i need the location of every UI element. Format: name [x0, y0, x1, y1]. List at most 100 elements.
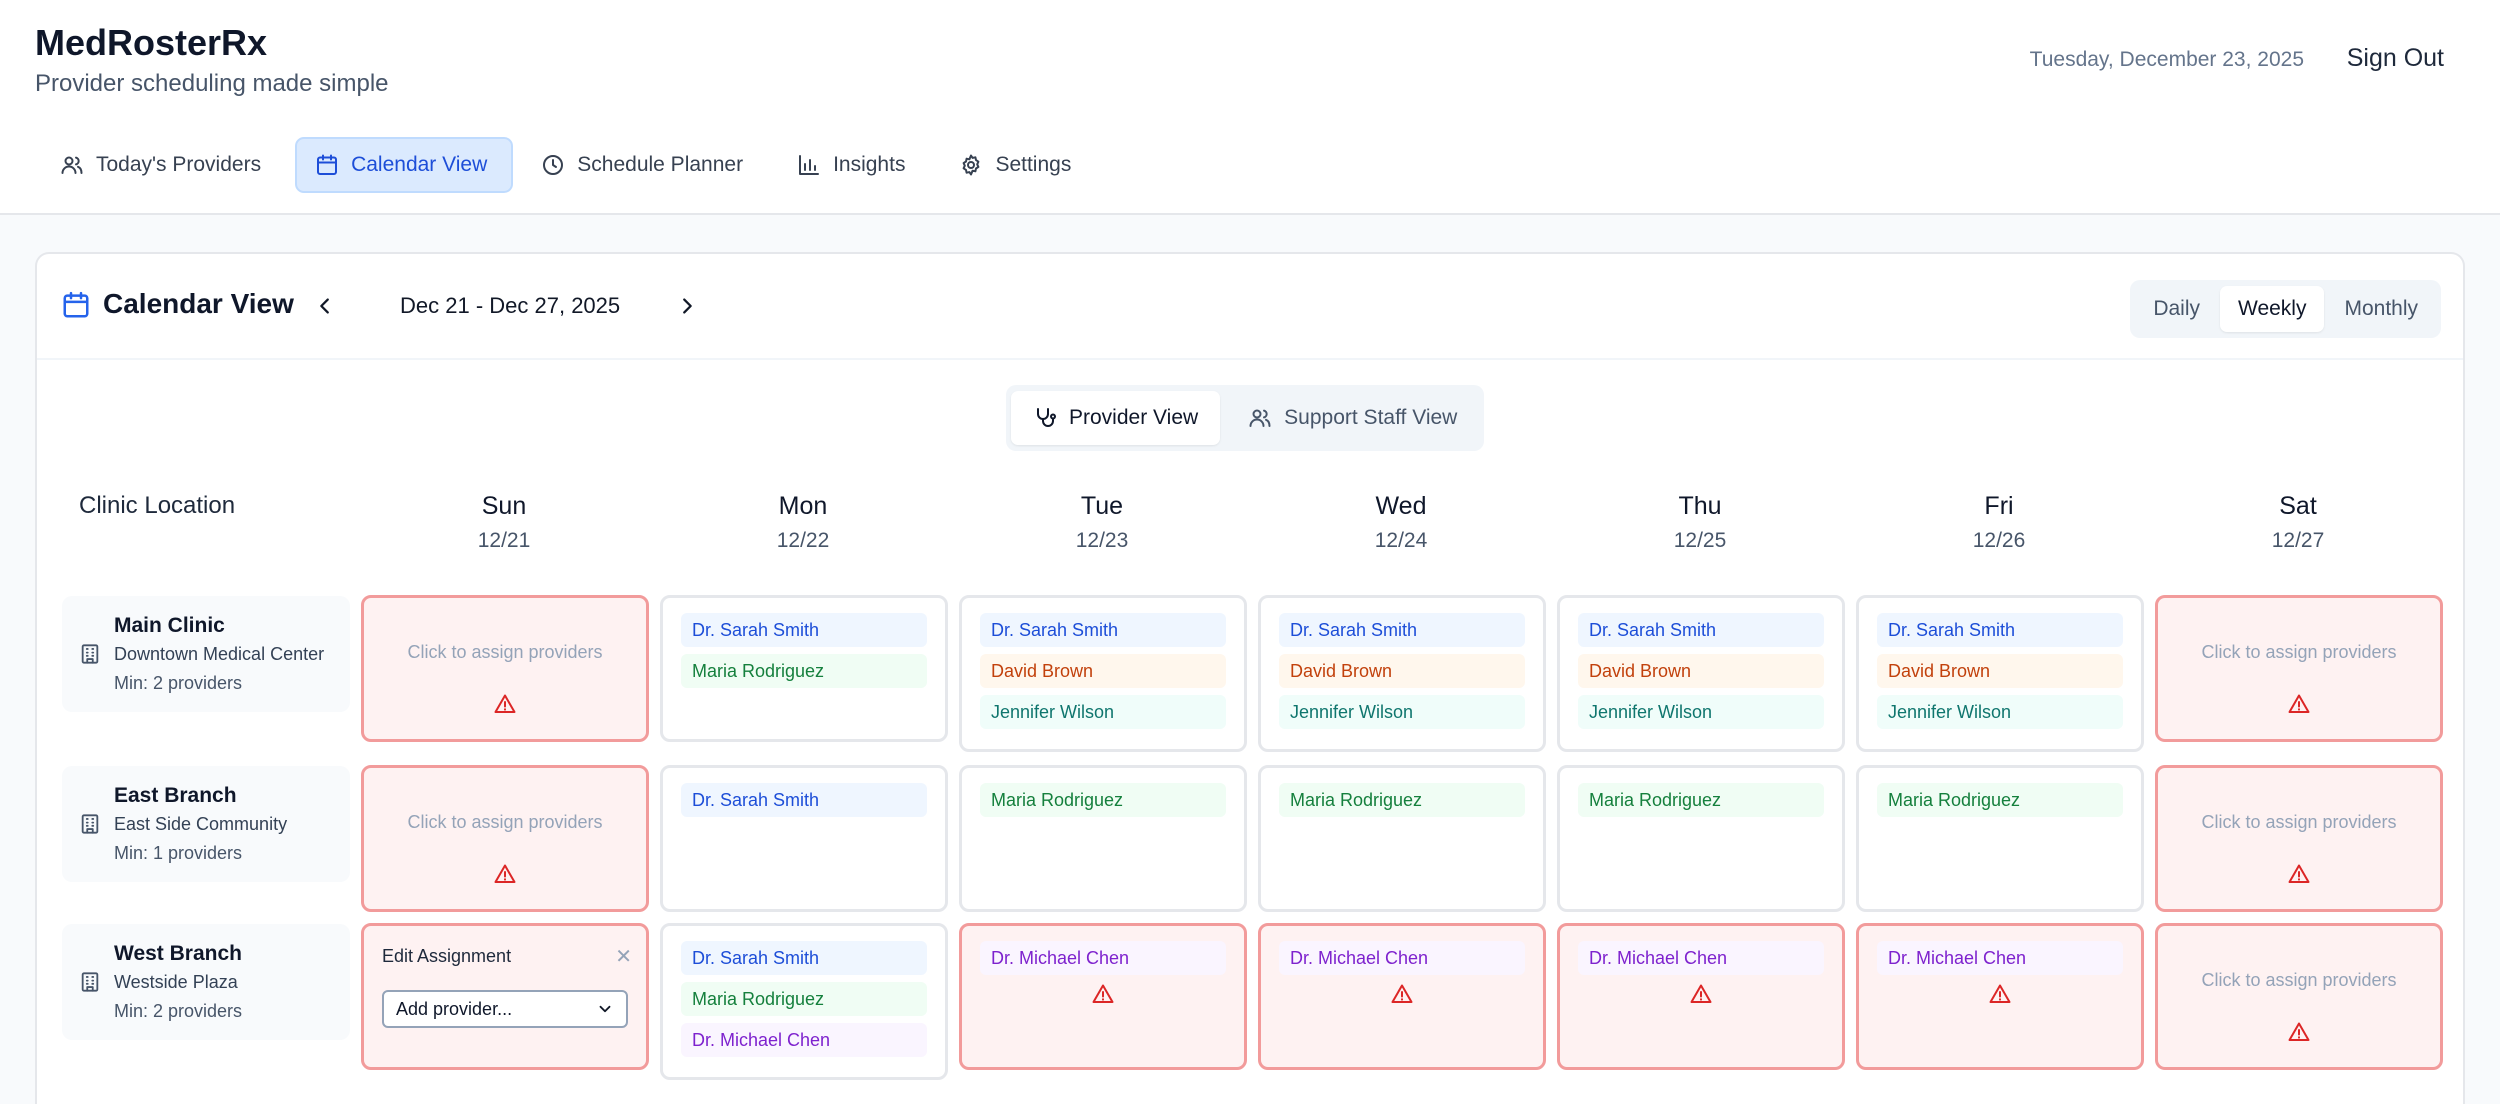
- stethoscope-icon: [1037, 408, 1056, 427]
- cell-east-thu[interactable]: Maria Rodriguez: [1557, 765, 1845, 912]
- edit-assignment-title: Edit Assignment: [382, 946, 512, 966]
- provider-chip[interactable]: Dr. Sarah Smith: [1578, 613, 1824, 647]
- provider-chip[interactable]: David Brown: [1279, 654, 1525, 688]
- warning-icon: [494, 694, 516, 713]
- tab-label: Schedule Planner: [577, 153, 744, 176]
- warning-icon: [494, 864, 516, 883]
- range-monthly[interactable]: Monthly: [2344, 297, 2418, 320]
- warning-icon: [1989, 984, 2011, 1003]
- cell-east-fri[interactable]: Maria Rodriguez: [1856, 765, 2144, 912]
- provider-chip[interactable]: Maria Rodriguez: [1877, 783, 2123, 817]
- tab-todays-providers[interactable]: Today's Providers: [40, 137, 287, 193]
- edit-assignment-panel: Edit Assignment ✕ Add provider...: [361, 923, 649, 1070]
- provider-chip[interactable]: Dr. Sarah Smith: [681, 941, 927, 975]
- provider-chip[interactable]: David Brown: [1578, 654, 1824, 688]
- tab-calendar-view[interactable]: Calendar View: [295, 137, 514, 193]
- add-provider-select[interactable]: Add provider...: [382, 990, 628, 1028]
- cell-west-sat[interactable]: Click to assign providers: [2155, 923, 2443, 1070]
- provider-chip[interactable]: Dr. Michael Chen: [980, 941, 1226, 975]
- day-header-sat: Sat 12/27: [2271, 492, 2325, 552]
- provider-chip[interactable]: Jennifer Wilson: [1578, 695, 1824, 729]
- cell-main-sun[interactable]: Click to assign providers: [361, 595, 649, 742]
- assign-hint: Click to assign providers: [2201, 642, 2397, 662]
- cell-main-tue[interactable]: Dr. Sarah Smith David Brown Jennifer Wil…: [959, 595, 1247, 752]
- assign-hint: Click to assign providers: [2201, 812, 2397, 832]
- calendar-icon: [63, 291, 89, 318]
- users-icon: [1249, 409, 1271, 427]
- day-header-mon: Mon 12/22: [776, 492, 830, 552]
- provider-chip[interactable]: Maria Rodriguez: [1279, 783, 1525, 817]
- assign-hint: Click to assign providers: [407, 812, 603, 832]
- provider-chip[interactable]: Dr. Michael Chen: [1279, 941, 1525, 975]
- provider-chip[interactable]: Maria Rodriguez: [1578, 783, 1824, 817]
- tab-settings[interactable]: Settings: [939, 137, 1097, 193]
- calendar-toolbar: Calendar View Dec 21 - Dec 27, 2025 Dail…: [37, 254, 2463, 360]
- calendar-icon: [317, 154, 338, 175]
- cell-west-thu[interactable]: Dr. Michael Chen: [1557, 923, 1845, 1070]
- provider-chip[interactable]: Dr. Michael Chen: [1877, 941, 2123, 975]
- previous-week-button[interactable]: [309, 290, 341, 322]
- app-header: MedRosterRx Provider scheduling made sim…: [0, 0, 2500, 215]
- provider-chip[interactable]: Jennifer Wilson: [1877, 695, 2123, 729]
- bar-chart-icon: [799, 155, 820, 175]
- provider-chip[interactable]: Jennifer Wilson: [1279, 695, 1525, 729]
- cell-west-fri[interactable]: Dr. Michael Chen: [1856, 923, 2144, 1070]
- building-icon: [81, 814, 99, 834]
- provider-chip[interactable]: Dr. Sarah Smith: [980, 613, 1226, 647]
- provider-chip[interactable]: Jennifer Wilson: [980, 695, 1226, 729]
- current-date: Tuesday, December 23, 2025: [2029, 48, 2304, 71]
- location-main-clinic: Main Clinic Downtown Medical Center Min:…: [62, 596, 350, 712]
- users-icon: [61, 156, 83, 174]
- provider-chip[interactable]: Dr. Sarah Smith: [1279, 613, 1525, 647]
- day-header-thu: Thu 12/25: [1673, 492, 1727, 552]
- cell-east-sat[interactable]: Click to assign providers: [2155, 765, 2443, 912]
- provider-chip[interactable]: Maria Rodriguez: [681, 982, 927, 1016]
- warning-icon: [1092, 984, 1114, 1003]
- tab-schedule-planner[interactable]: Schedule Planner: [521, 137, 769, 193]
- assign-hint: Click to assign providers: [407, 642, 603, 662]
- week-range: Dec 21 - Dec 27, 2025: [400, 293, 621, 318]
- support-staff-view-button[interactable]: Support Staff View: [1226, 391, 1479, 445]
- day-header-wed: Wed 12/24: [1374, 492, 1428, 552]
- location-east-branch: East Branch East Side Community Min: 1 p…: [62, 766, 350, 882]
- chevron-right-icon: [683, 298, 692, 314]
- cell-main-sat[interactable]: Click to assign providers: [2155, 595, 2443, 742]
- provider-chip[interactable]: Maria Rodriguez: [980, 783, 1226, 817]
- warning-icon: [2288, 694, 2310, 713]
- location-west-branch: West Branch Westside Plaza Min: 2 provid…: [62, 924, 350, 1040]
- provider-chip[interactable]: Dr. Sarah Smith: [1877, 613, 2123, 647]
- tab-label: Calendar View: [351, 153, 488, 176]
- building-icon: [81, 972, 99, 992]
- cell-west-wed[interactable]: Dr. Michael Chen: [1258, 923, 1546, 1070]
- warning-icon: [1391, 984, 1413, 1003]
- cell-main-mon[interactable]: Dr. Sarah Smith Maria Rodriguez: [660, 595, 948, 742]
- range-weekly[interactable]: Weekly: [2220, 286, 2325, 332]
- day-header-tue: Tue 12/23: [1075, 492, 1129, 552]
- tab-insights[interactable]: Insights: [777, 137, 931, 193]
- next-week-button[interactable]: [671, 290, 703, 322]
- provider-view-button[interactable]: Provider View: [1011, 391, 1221, 445]
- cell-west-tue[interactable]: Dr. Michael Chen: [959, 923, 1247, 1070]
- cell-east-wed[interactable]: Maria Rodriguez: [1258, 765, 1546, 912]
- close-icon[interactable]: ✕: [615, 946, 632, 968]
- cell-east-mon[interactable]: Dr. Sarah Smith: [660, 765, 948, 912]
- cell-main-fri[interactable]: Dr. Sarah Smith David Brown Jennifer Wil…: [1856, 595, 2144, 752]
- cell-west-mon[interactable]: Dr. Sarah Smith Maria Rodriguez Dr. Mich…: [660, 923, 948, 1080]
- provider-chip[interactable]: Dr. Michael Chen: [681, 1023, 927, 1057]
- provider-chip[interactable]: Maria Rodriguez: [681, 654, 927, 688]
- provider-chip[interactable]: Dr. Sarah Smith: [681, 613, 927, 647]
- provider-chip[interactable]: Dr. Michael Chen: [1578, 941, 1824, 975]
- cell-main-wed[interactable]: Dr. Sarah Smith David Brown Jennifer Wil…: [1258, 595, 1546, 752]
- cell-main-thu[interactable]: Dr. Sarah Smith David Brown Jennifer Wil…: [1557, 595, 1845, 752]
- range-mode-toggle: Daily Weekly Monthly: [2130, 280, 2441, 338]
- range-daily[interactable]: Daily: [2153, 297, 2200, 320]
- cell-east-sun[interactable]: Click to assign providers: [361, 765, 649, 912]
- provider-chip[interactable]: Dr. Sarah Smith: [681, 783, 927, 817]
- provider-chip[interactable]: David Brown: [980, 654, 1226, 688]
- sign-out-button[interactable]: Sign Out: [2346, 44, 2444, 72]
- warning-icon: [2288, 1022, 2310, 1041]
- provider-chip[interactable]: David Brown: [1877, 654, 2123, 688]
- cell-east-tue[interactable]: Maria Rodriguez: [959, 765, 1247, 912]
- calendar-title: Calendar View: [103, 288, 294, 319]
- calendar-card: Calendar View Dec 21 - Dec 27, 2025 Dail…: [35, 252, 2465, 1104]
